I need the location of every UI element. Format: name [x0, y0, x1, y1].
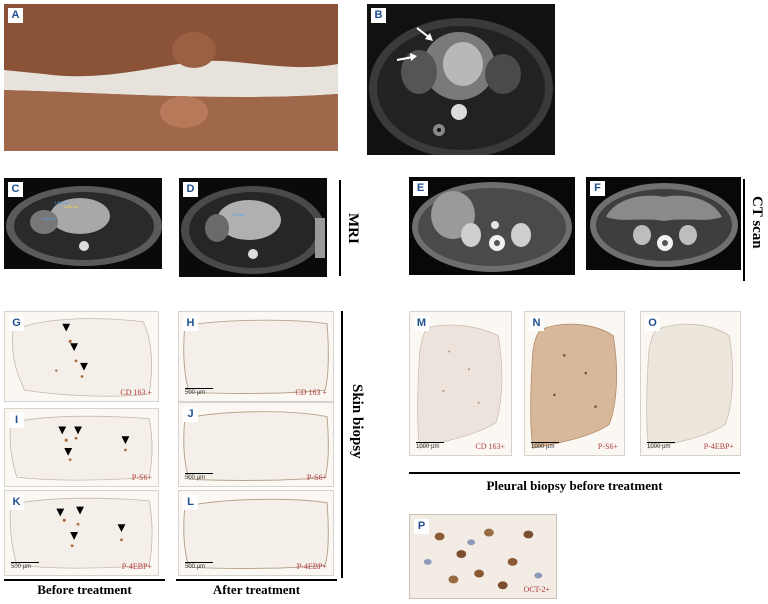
svg-text:1.00 cm: 1.00 cm [231, 212, 246, 217]
mri-bracket [339, 180, 341, 276]
panel-letter: H [183, 316, 198, 331]
ct-label: CT scan [749, 196, 765, 249]
skin-bracket [341, 311, 343, 578]
panel-n-pleural: N 1000 µm P-S6+ [524, 311, 625, 456]
svg-text:1.09 cm: 1.09 cm [42, 216, 57, 221]
panel-letter: J [183, 407, 198, 422]
panel-d-mri: 1.00 cm D [179, 178, 327, 277]
ct-bracket [743, 179, 745, 281]
stain-label: P-S6+ [131, 473, 152, 482]
after-rule [176, 579, 337, 581]
stain-label: CD 163 + [295, 388, 327, 397]
after-caption: After treatment [212, 582, 301, 597]
panel-letter: I [9, 413, 24, 428]
panel-letter: G [9, 316, 24, 331]
panel-letter: F [590, 181, 605, 196]
panel-letter: B [371, 8, 386, 23]
panel-letter: O [645, 316, 660, 331]
panel-o-pleural: O 1000 µm P-4EBP+ [640, 311, 741, 456]
panel-letter: A [8, 8, 23, 23]
panel-letter: P [414, 519, 429, 534]
stain-label: P-4EBP+ [703, 442, 734, 451]
scale-bar: 500 µm [185, 473, 213, 481]
before-rule [4, 579, 165, 581]
svg-text:1.64 cm: 1.64 cm [64, 204, 79, 209]
scale-bar: 500 µm [185, 562, 213, 570]
panel-f-ct: F [586, 177, 741, 270]
panel-l-skin: L 500 µm P-4EBP+ [178, 490, 334, 576]
scale-bar: 1000 µm [647, 442, 675, 450]
stain-label: P-S6+ [597, 442, 618, 451]
scale-bar: 1000 µm [416, 442, 444, 450]
panel-c-mri: 1.88 cm 1.09 cm 1.64 cm C [4, 178, 162, 269]
panel-letter: C [8, 182, 23, 197]
stain-label: CD 163+ [475, 442, 505, 451]
panel-j-skin: J 500 µm P-S6+ [178, 402, 334, 487]
scale-bar: 1000 µm [531, 442, 559, 450]
panel-b-mri: B [367, 4, 555, 155]
panel-letter: N [529, 316, 544, 331]
panel-m-pleural: M 1000 µm CD 163+ [409, 311, 512, 456]
stain-label: P-S6+ [306, 473, 327, 482]
stain-label: P-4EBP+ [121, 562, 152, 571]
mri-label: MRI [345, 213, 361, 244]
panel-g-skin: G CD 163 + [4, 311, 159, 402]
pleural-caption: Pleural biopsy before treatment [486, 478, 663, 493]
panel-letter: E [413, 181, 428, 196]
panel-e-ct: E [409, 177, 575, 275]
scale-bar: 500 µm [185, 388, 213, 396]
panel-letter: M [414, 316, 429, 331]
scale-bar: 500 µm [11, 562, 39, 570]
panel-i-skin: I P-S6+ [4, 408, 159, 487]
skin-label: Skin biopsy [349, 384, 365, 459]
stain-label: P-4EBP+ [296, 562, 327, 571]
panel-h-skin: H 500 µm CD 163 + [178, 311, 334, 402]
panel-letter: D [183, 182, 198, 197]
panel-p-oct2: P OCT-2+ [409, 514, 557, 599]
stain-label: CD 163 + [120, 388, 152, 397]
panel-letter: K [9, 495, 24, 510]
pleural-rule [409, 472, 740, 474]
panel-letter: L [183, 495, 198, 510]
panel-a-photo: A [4, 4, 338, 151]
stain-label: OCT-2+ [523, 585, 550, 594]
before-caption: Before treatment [37, 582, 132, 597]
svg-text:1.88 cm: 1.88 cm [54, 200, 69, 205]
panel-k-skin: K 500 µm P-4EBP+ [4, 490, 159, 576]
